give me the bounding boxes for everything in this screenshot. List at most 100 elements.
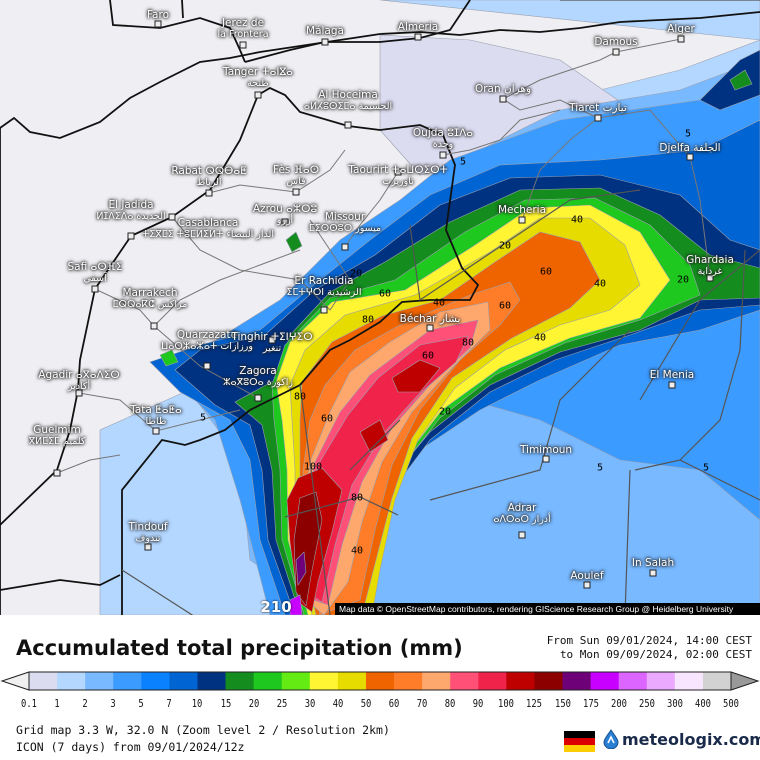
forecast-period: From Sun 09/01/2024, 14:00 CEST to Mon 0… xyxy=(547,634,752,662)
city-marker[interactable] xyxy=(292,188,300,196)
scale-swatch xyxy=(422,672,451,690)
city-name: El Menia xyxy=(649,369,695,381)
city-marker[interactable] xyxy=(168,213,176,221)
precip-area-21 xyxy=(285,231,303,253)
road-line xyxy=(502,38,682,100)
city-marker[interactable] xyxy=(649,569,657,577)
city-name: Al Hoceima xyxy=(318,89,378,101)
city-marker[interactable] xyxy=(239,41,247,49)
city-label: Rabat ⵕⵕⴱⴰⵟ الرباط xyxy=(171,166,246,189)
precip-area-16 xyxy=(391,359,441,393)
scale-tick-label: 15 xyxy=(220,697,231,710)
road-line xyxy=(171,216,351,311)
border-line xyxy=(181,0,184,19)
scale-swatch xyxy=(197,672,227,690)
scale-tick-label: 500 xyxy=(723,697,739,710)
road-line xyxy=(409,189,641,302)
scale-swatch xyxy=(365,672,395,690)
precipitation-map[interactable]: Faro Jerez de la Frontera Málaga Almeria Tang… xyxy=(0,0,760,615)
contour-label: 20 xyxy=(349,268,363,280)
city-marker[interactable] xyxy=(281,218,289,226)
city-marker[interactable] xyxy=(144,543,152,551)
city-name: Tinghir ⵜⵉⵏⵖⵉⵔ xyxy=(231,331,313,343)
city-label: Azrou ⴰⵣⵔⵓ أزرو xyxy=(253,204,317,227)
city-name: Tanger ⵜⴰⵏⴵⴰ xyxy=(223,66,293,78)
city-marker[interactable] xyxy=(321,38,329,46)
scale-above-max-arrow xyxy=(730,671,760,691)
city-label: Timimoun xyxy=(520,445,572,456)
city-local-name: غرداية xyxy=(697,266,723,277)
contour-label: 60 xyxy=(320,413,334,425)
city-marker[interactable] xyxy=(53,469,61,477)
city-marker[interactable] xyxy=(594,114,602,122)
city-marker[interactable] xyxy=(320,306,328,314)
city-name: Tiaret تيارت xyxy=(569,102,627,114)
road-line xyxy=(679,249,746,461)
city-marker[interactable] xyxy=(668,381,676,389)
city-marker[interactable] xyxy=(205,189,213,197)
scale-swatch xyxy=(337,672,367,690)
city-marker[interactable] xyxy=(254,91,262,99)
city-label: Oujda ⵓⵊⴷⴰ وجدة xyxy=(413,128,473,151)
city-label: Missour ⵎⵉⵙⵙⵓⵔ ميسور xyxy=(308,212,382,235)
city-local-name: ⴰⴷⵔⴰⵔ أدرار xyxy=(493,514,551,525)
city-marker[interactable] xyxy=(686,153,694,161)
city-marker[interactable] xyxy=(542,455,550,463)
city-marker[interactable] xyxy=(344,121,352,129)
city-marker[interactable] xyxy=(414,33,422,41)
city-marker[interactable] xyxy=(127,232,135,240)
city-marker[interactable] xyxy=(341,243,349,251)
city-marker[interactable] xyxy=(439,151,447,159)
grid-info: Grid map 3.3 W, 32.0 N (Zoom level 2 / R… xyxy=(16,723,390,737)
city-local-name: la Frontera xyxy=(217,29,269,40)
city-name: Damous xyxy=(594,36,638,48)
city-name: Aoulef xyxy=(570,570,604,582)
city-name: Djelfa الجلفة xyxy=(659,142,721,154)
meteologix-logo[interactable]: meteologix.com xyxy=(602,729,760,749)
scale-tick-label: 100 xyxy=(498,697,515,710)
contour-label: 40 xyxy=(432,297,446,309)
city-name: Marrakech xyxy=(122,287,178,299)
scale-swatch xyxy=(309,672,339,690)
city-marker[interactable] xyxy=(91,285,99,293)
scale-swatch xyxy=(113,672,142,690)
road-line xyxy=(442,109,561,156)
city-marker[interactable] xyxy=(394,168,402,176)
city-label: Guelmim ⴳⵍⵎⵉⵎ كلميم xyxy=(29,425,86,448)
city-marker[interactable] xyxy=(499,95,507,103)
scale-tick-label: 90 xyxy=(472,697,484,710)
city-marker[interactable] xyxy=(268,336,276,344)
city-label: Aoulef xyxy=(570,571,603,582)
map-attribution: Map data © OpenStreetMap contributors, r… xyxy=(335,603,760,615)
city-marker[interactable] xyxy=(677,35,685,43)
city-label: Safi ⴰⵙⴼⵉ آسفي xyxy=(68,262,123,285)
city-marker[interactable] xyxy=(518,531,526,539)
city-marker[interactable] xyxy=(152,427,160,435)
road-line xyxy=(153,249,301,327)
city-marker[interactable] xyxy=(583,581,591,589)
city-local-name: ⵎⵉⵙⵙⵓⵔ ميسور xyxy=(308,223,382,234)
scale-swatch xyxy=(169,672,198,690)
contour-label: 5 xyxy=(596,462,604,474)
city-name: Fès ⴼⴰⵙ xyxy=(272,164,320,176)
scale-swatch xyxy=(618,672,648,690)
city-local-name: أكادير xyxy=(67,381,91,392)
city-label: Agadir ⴰⴳⴰⴷⵉⵔ أكادير xyxy=(38,370,119,393)
city-marker[interactable] xyxy=(150,322,158,330)
border-line xyxy=(0,574,121,591)
city-local-name: ⴰⵍⵃⵓⵙⵉⵎⴰ الحسيمة xyxy=(303,101,393,112)
city-marker[interactable] xyxy=(254,394,262,402)
city-marker[interactable] xyxy=(706,274,714,282)
city-name: In Salah xyxy=(631,557,675,569)
scale-swatch xyxy=(253,672,283,690)
city-marker[interactable] xyxy=(426,324,434,332)
scale-swatch xyxy=(450,672,479,690)
city-marker[interactable] xyxy=(75,389,83,397)
scale-tick-label: 125 xyxy=(526,697,543,710)
city-marker[interactable] xyxy=(154,20,162,28)
city-label: Mecheria xyxy=(498,205,546,216)
city-marker[interactable] xyxy=(203,362,211,370)
scale-swatch xyxy=(478,672,507,690)
city-marker[interactable] xyxy=(612,48,620,56)
city-marker[interactable] xyxy=(518,216,526,224)
